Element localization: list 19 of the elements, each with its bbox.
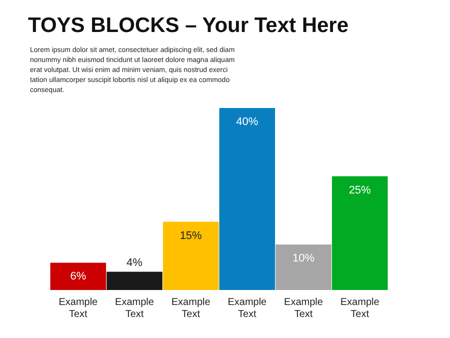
chart-title: TOYS BLOCKS – Your Text Here (28, 14, 349, 38)
data-label: 40% (236, 116, 258, 128)
data-label: 4% (126, 256, 143, 269)
bar (162, 222, 219, 290)
bar (332, 176, 388, 290)
data-label: 6% (70, 270, 86, 283)
data-label: 10% (292, 252, 315, 265)
data-label: 15% (180, 230, 202, 242)
x-tick-label: Example Text (58, 296, 98, 320)
bar (276, 244, 332, 290)
x-tick-label: Example Text (284, 296, 324, 320)
bar (106, 272, 162, 290)
x-tick-label: Example Text (115, 296, 154, 320)
x-tick-label: Example Text (228, 296, 268, 320)
bar (50, 262, 106, 290)
x-tick-label: Example Text (171, 296, 211, 320)
bar (219, 108, 276, 290)
x-tick-label: Example Text (340, 296, 380, 320)
data-label: 25% (348, 184, 372, 196)
